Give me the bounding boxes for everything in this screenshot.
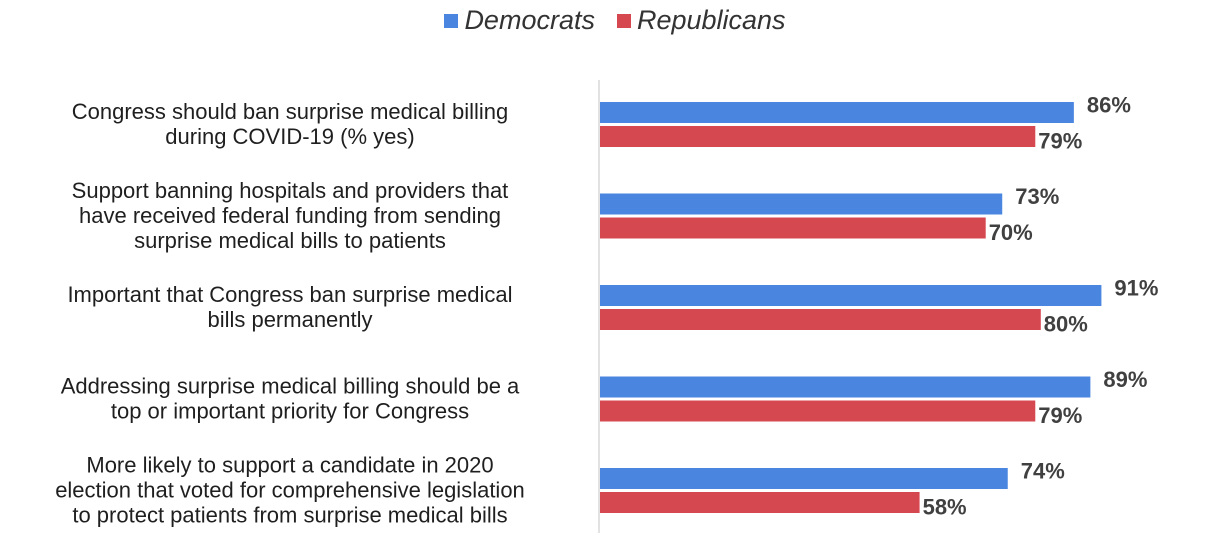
category-label-line: surprise medical bills to patients — [134, 228, 446, 253]
category-label-line: election that voted for comprehensive le… — [55, 478, 525, 503]
bar-democrats — [600, 285, 1102, 306]
bar-republicans — [600, 400, 1036, 422]
data-label-democrats: 91% — [1114, 276, 1158, 301]
category-label-line: bills permanently — [207, 307, 372, 332]
legend-item-democrats: Democrats — [444, 5, 595, 36]
category-label-line: Addressing surprise medical billing shou… — [61, 374, 520, 399]
category-label: Addressing surprise medical billing shou… — [61, 374, 520, 424]
bar-democrats — [600, 376, 1091, 398]
category-label-line: More likely to support a candidate in 20… — [86, 453, 493, 478]
legend-swatch-democrats — [444, 13, 459, 28]
data-label-democrats: 74% — [1021, 459, 1065, 484]
data-label-republicans: 58% — [923, 495, 967, 520]
legend-label-republicans: Republicans — [636, 5, 786, 35]
bar-republicans — [600, 126, 1036, 147]
data-label-republicans: 79% — [1038, 403, 1082, 428]
category-label-line: have received federal funding from sendi… — [79, 203, 501, 228]
data-label-republicans: 80% — [1044, 312, 1088, 337]
bar-democrats — [600, 102, 1074, 123]
category-label-line: Important that Congress ban surprise med… — [67, 282, 512, 307]
data-label-democrats: 89% — [1103, 367, 1147, 392]
data-label-republicans: 70% — [989, 220, 1033, 245]
chart-legend: Democrats Republicans — [0, 5, 1230, 36]
category-label-line: Congress should ban surprise medical bil… — [72, 99, 509, 124]
bar-democrats — [600, 468, 1008, 489]
bar-democrats — [600, 193, 1003, 215]
category-label: Congress should ban surprise medical bil… — [72, 99, 509, 149]
category-label-line: to protect patients from surprise medica… — [72, 503, 507, 528]
legend-item-republicans: Republicans — [616, 5, 786, 36]
data-label-democrats: 73% — [1015, 184, 1059, 209]
category-label-line: during COVID-19 (% yes) — [165, 124, 414, 149]
category-label: Important that Congress ban surprise med… — [67, 282, 512, 332]
bar-republicans — [600, 492, 920, 513]
category-label: Support banning hospitals and providers … — [72, 178, 509, 253]
data-label-republicans: 79% — [1038, 129, 1082, 154]
bar-republicans — [600, 309, 1041, 330]
legend-label-democrats: Democrats — [464, 5, 595, 35]
bar-republicans — [600, 217, 986, 239]
category-label-line: Support banning hospitals and providers … — [72, 178, 509, 203]
category-label: More likely to support a candidate in 20… — [55, 453, 525, 528]
category-label-line: top or important priority for Congress — [111, 399, 469, 424]
data-label-democrats: 86% — [1087, 93, 1131, 118]
legend-swatch-republicans — [616, 13, 631, 28]
